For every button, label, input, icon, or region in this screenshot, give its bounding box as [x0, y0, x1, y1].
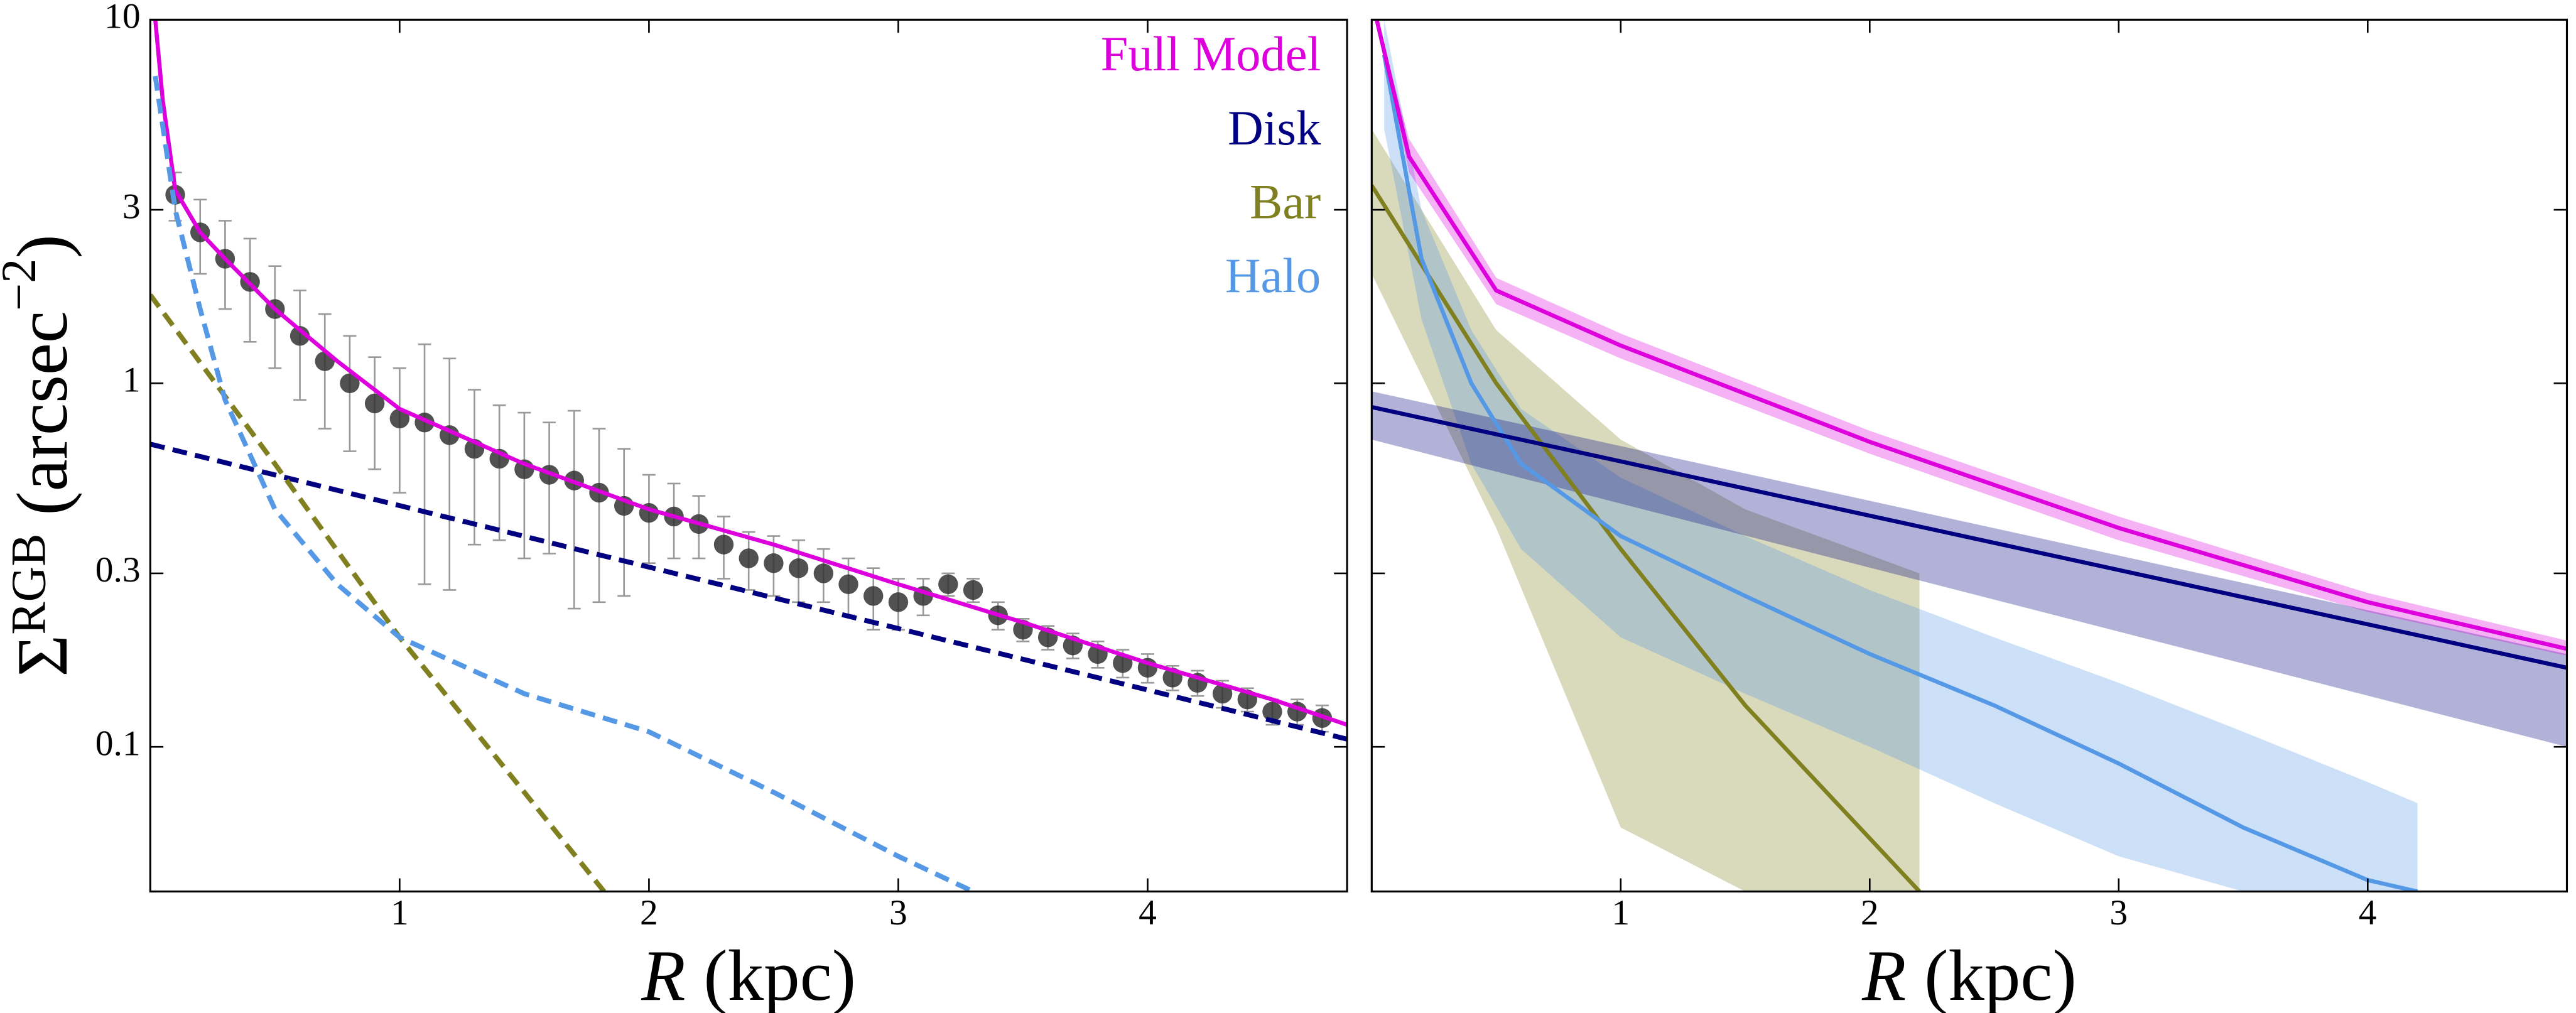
x-tick-label: 3 — [889, 893, 907, 933]
plot-area — [1372, 19, 2567, 892]
sample-band — [1377, 19, 2567, 656]
data-point — [863, 586, 884, 606]
x-tick-label: 4 — [2359, 893, 2377, 933]
sample-band — [1384, 19, 2418, 892]
model-line — [1372, 184, 1922, 892]
x-label-part: R — [1861, 936, 1906, 1013]
x-tick-label: 2 — [640, 893, 658, 933]
plot-area — [150, 19, 1348, 892]
data-point — [290, 326, 310, 346]
data-point — [813, 563, 834, 583]
y-label-part: ) — [3, 234, 82, 258]
model-line — [1382, 54, 2418, 892]
sample-band — [1372, 391, 2567, 747]
x-tick-label: 1 — [1611, 893, 1630, 933]
model-line — [1375, 19, 2567, 651]
x-label-part: R — [641, 936, 685, 1013]
plot-frame — [149, 18, 1348, 893]
x-axis-label: R (kpc) — [641, 936, 856, 1013]
x-label-part: (kpc) — [686, 936, 856, 1013]
data-point — [364, 393, 385, 414]
model-line — [153, 75, 975, 892]
data-point — [788, 558, 809, 578]
data-point — [838, 574, 858, 595]
model-line — [1372, 405, 2567, 670]
y-label-part: Σ — [3, 635, 82, 677]
data-point — [764, 553, 784, 573]
data-point — [1262, 702, 1282, 722]
x-tick-label: 4 — [1139, 893, 1157, 933]
data-point — [963, 580, 983, 600]
legend-entry: Disk — [1228, 100, 1321, 155]
y-tick-label: 0.3 — [95, 550, 141, 590]
data-point — [340, 373, 360, 393]
model-line — [150, 441, 1348, 742]
legend-entry: Halo — [1225, 248, 1321, 303]
y-label-part: −2 — [0, 259, 46, 311]
x-axis-label: R (kpc) — [1861, 936, 2077, 1013]
y-tick-label: 10 — [104, 0, 140, 36]
sample-band — [1372, 129, 1920, 892]
data-point — [888, 592, 909, 612]
y-label-part: RGB — [1, 533, 56, 634]
x-tick-label: 3 — [2109, 893, 2128, 933]
data-point — [739, 548, 759, 568]
data-point — [389, 408, 410, 429]
model-line — [150, 293, 606, 892]
model-line — [153, 19, 1348, 727]
data-point — [713, 534, 734, 555]
x-tick-label: 2 — [1861, 893, 1879, 933]
data-point — [938, 574, 958, 595]
legend-entry: Bar — [1250, 174, 1321, 229]
data-point — [1212, 683, 1233, 704]
y-axis-label: ΣRGB (arcsec−2) — [0, 234, 82, 676]
x-tick-label: 1 — [391, 893, 409, 933]
x-label-part: (kpc) — [1906, 936, 2076, 1013]
y-label-part: (arcsec — [3, 311, 82, 533]
legend-entry: Full Model — [1101, 26, 1321, 81]
plot-frame — [1370, 18, 2568, 893]
y-tick-label: 0.1 — [95, 723, 141, 763]
y-tick-label: 3 — [122, 187, 141, 226]
y-tick-label: 1 — [122, 360, 141, 399]
